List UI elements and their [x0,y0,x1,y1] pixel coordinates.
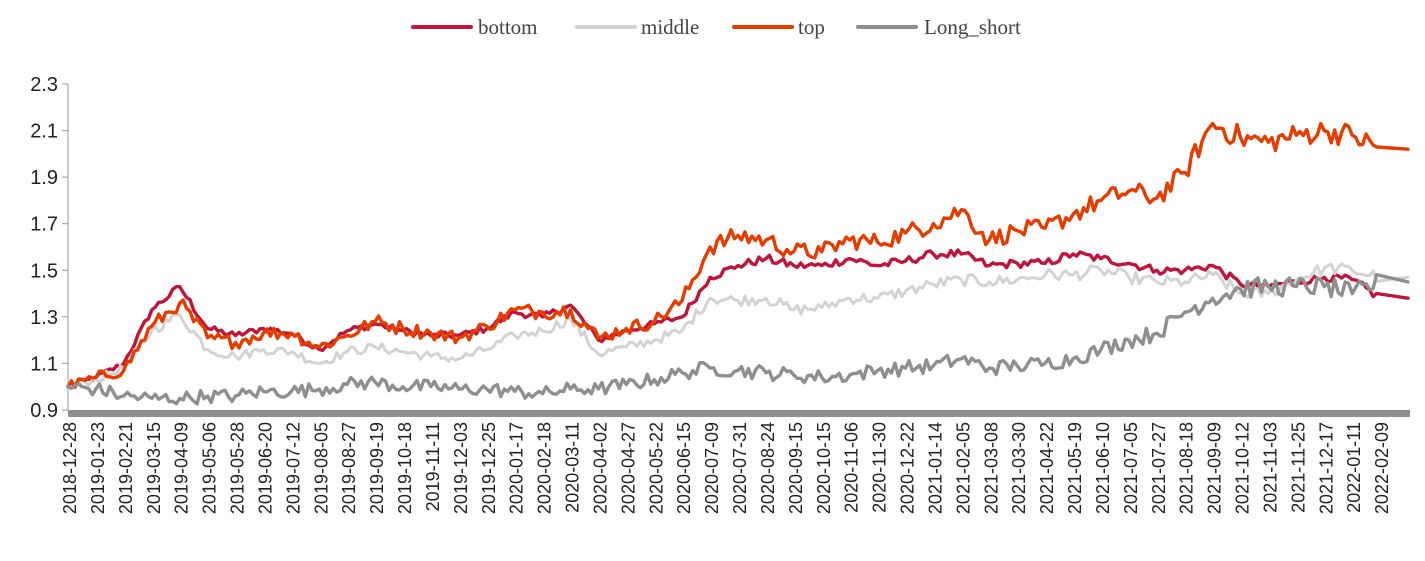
legend-label: bottom [478,15,538,39]
x-tick-label: 2021-10-12 [1233,422,1253,514]
x-tick-label: 2022-02-09 [1372,422,1392,514]
x-tick-label: 2020-09-15 [786,422,806,514]
x-tick-label: 2019-12-03 [451,422,471,514]
x-tick-label: 2019-01-23 [88,422,108,514]
x-tick-label: 2020-11-30 [870,422,890,513]
y-tick-label: 1.1 [30,353,58,375]
x-tick-label: 2019-09-19 [367,422,387,514]
x-tick-label: 2019-07-12 [283,422,303,514]
x-tick-label: 2020-12-22 [898,422,918,514]
y-tick-label: 1.3 [30,307,58,329]
x-tick-label: 2021-08-18 [1177,422,1197,514]
x-tick-label: 2021-03-08 [981,422,1001,514]
y-tick-label: 1.9 [30,167,58,189]
x-tick-label: 2019-12-25 [479,422,499,514]
y-tick-label: 1.7 [30,214,58,236]
legend-label: top [798,15,825,39]
x-axis: 2018-12-28 2019-01-23 2019-02-21 2019-03-15… [60,410,1410,514]
x-tick-label: 2020-05-22 [646,422,666,514]
legend-item-middle: middle [575,15,699,39]
legend-item-long-short: Long_short [856,15,1021,39]
x-tick-label: 2019-03-15 [144,422,164,514]
series-group [66,121,1410,406]
legend-item-top: top [732,15,825,39]
x-tick-label: 2021-01-14 [925,422,945,514]
x-tick-label: 2021-06-10 [1093,422,1113,514]
x-tick-label: 2020-04-02 [590,422,610,514]
x-tick-label: 2021-05-19 [1065,422,1085,514]
x-tick-label: 2020-10-15 [814,422,834,514]
legend-label: Long_short [924,15,1021,39]
series-line-long-short [66,272,1410,406]
series-line-middle [66,262,1410,389]
x-tick-label: 2021-11-03 [1260,422,1280,513]
series-line-top [66,121,1410,389]
x-tick-label: 2019-08-05 [311,422,331,514]
x-tick-label: 2021-04-22 [1037,422,1057,514]
series-line-bottom [66,248,1410,389]
x-tick-label: 2020-03-11 [563,422,583,513]
x-tick-label: 2019-04-09 [172,422,192,514]
x-tick-label: 2021-02-05 [953,422,973,514]
y-axis: 0.9 1.1 1.3 1.5 1.7 1.9 2.1 2.3 [30,74,69,422]
x-tick-label: 2018-12-28 [60,422,80,514]
x-tick-label: 2021-12-17 [1316,422,1336,514]
y-tick-label: 0.9 [30,400,58,422]
y-tick-label: 2.3 [30,74,58,96]
x-tick-label: 2020-11-06 [842,422,862,513]
x-tick-label: 2019-11-11 [423,422,443,511]
x-tick-label: 2020-04-27 [618,422,638,514]
y-tick-label: 2.1 [30,121,58,143]
x-tick-label: 2019-02-21 [116,422,136,514]
x-axis-line [68,410,1410,417]
x-tick-label: 2021-03-30 [1009,422,1029,514]
x-tick-label: 2020-08-24 [758,422,778,514]
x-tick-label: 2021-09-09 [1205,422,1225,514]
x-tick-label: 2021-07-27 [1149,422,1169,514]
x-tick-label: 2020-06-15 [674,422,694,514]
x-tick-label: 2019-10-18 [395,422,415,514]
x-tick-label: 2019-08-27 [339,422,359,514]
x-tick-label: 2021-11-25 [1288,422,1308,513]
x-tick-label: 2022-01-11 [1344,422,1364,513]
y-tick-label: 1.5 [30,260,58,282]
x-tick-label: 2020-07-09 [702,422,722,514]
x-tick-label: 2019-05-28 [228,422,248,514]
legend: bottom middle top Long_short [411,15,1021,39]
x-tick-label: 2019-05-06 [200,422,220,514]
legend-label: middle [641,15,699,39]
x-tick-label: 2020-01-17 [507,422,527,514]
legend-item-bottom: bottom [411,15,538,39]
x-tick-label: 2019-06-20 [255,422,275,514]
x-tick-label: 2020-07-31 [730,422,750,514]
x-tick-label: 2021-07-05 [1121,422,1141,514]
x-tick-label: 2020-02-18 [535,422,555,514]
